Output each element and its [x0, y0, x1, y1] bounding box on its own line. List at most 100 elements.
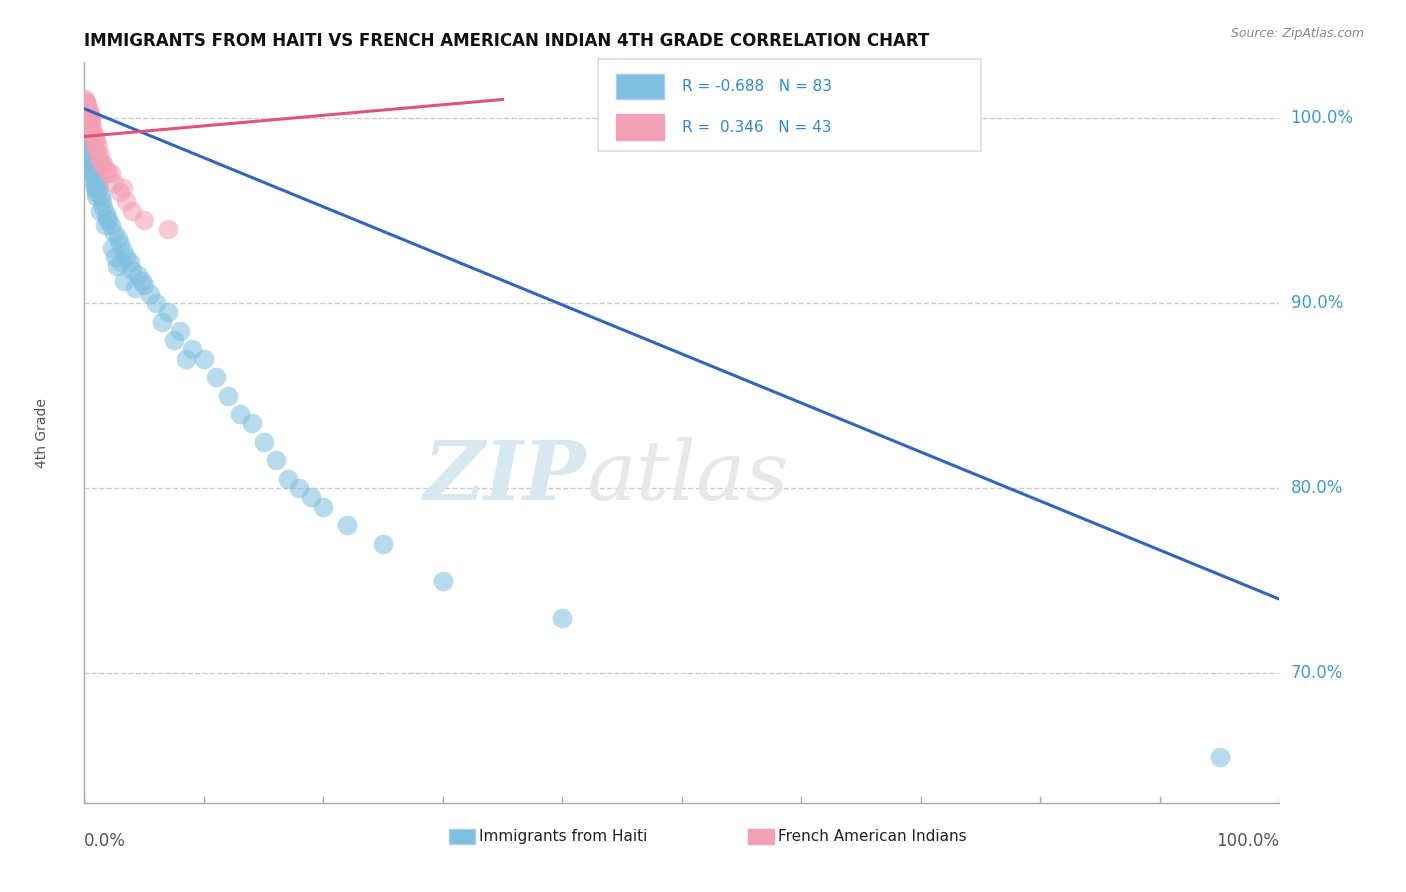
- Point: [139, 286, 162, 301]
- Point: [111, 244, 134, 259]
- Point: [91, 194, 114, 209]
- Point: [77, 133, 100, 147]
- Point: [121, 203, 143, 218]
- Text: atlas: atlas: [586, 437, 789, 517]
- Point: [264, 453, 287, 467]
- Point: [432, 574, 454, 588]
- Point: [76, 100, 98, 114]
- Point: [84, 138, 107, 153]
- Point: [131, 274, 153, 288]
- Point: [82, 174, 104, 188]
- Point: [83, 129, 105, 144]
- Point: [76, 98, 98, 112]
- Point: [373, 536, 395, 550]
- Point: [217, 388, 239, 402]
- Point: [76, 120, 98, 135]
- Point: [79, 152, 101, 166]
- Bar: [616, 114, 664, 140]
- Point: [94, 162, 117, 177]
- Point: [76, 129, 98, 144]
- Point: [82, 162, 104, 177]
- Point: [79, 148, 101, 162]
- Point: [193, 351, 215, 366]
- Point: [103, 176, 125, 190]
- Text: 4th Grade: 4th Grade: [35, 398, 48, 467]
- Point: [121, 262, 143, 277]
- Point: [145, 296, 167, 310]
- Point: [86, 138, 108, 153]
- Point: [229, 407, 252, 421]
- Point: [75, 129, 97, 144]
- Point: [150, 314, 173, 328]
- Point: [76, 133, 98, 147]
- Point: [93, 157, 115, 171]
- Point: [132, 212, 156, 227]
- Bar: [449, 829, 475, 844]
- Point: [100, 219, 122, 233]
- Point: [77, 140, 100, 154]
- Point: [76, 102, 98, 116]
- Point: [83, 133, 105, 147]
- Point: [86, 145, 108, 159]
- Point: [115, 194, 138, 209]
- Point: [76, 102, 98, 116]
- Point: [77, 107, 100, 121]
- Point: [94, 207, 117, 221]
- Point: [75, 119, 97, 133]
- Point: [336, 518, 359, 533]
- Point: [82, 152, 104, 166]
- Point: [75, 96, 97, 111]
- Point: [110, 255, 132, 269]
- Text: 80.0%: 80.0%: [1291, 479, 1343, 497]
- Point: [83, 178, 105, 192]
- Point: [87, 152, 110, 166]
- Point: [157, 305, 180, 319]
- Point: [551, 610, 574, 624]
- Text: R = -0.688   N = 83: R = -0.688 N = 83: [682, 79, 832, 94]
- Point: [118, 255, 141, 269]
- Point: [93, 219, 115, 233]
- Text: ZIP: ZIP: [423, 437, 586, 517]
- Point: [77, 111, 100, 125]
- Text: R =  0.346   N = 43: R = 0.346 N = 43: [682, 120, 831, 135]
- Point: [100, 166, 122, 180]
- Point: [97, 212, 120, 227]
- Point: [79, 120, 101, 135]
- Text: 0.0%: 0.0%: [84, 832, 127, 850]
- Point: [80, 159, 103, 173]
- Point: [90, 188, 112, 202]
- Text: 70.0%: 70.0%: [1291, 665, 1343, 682]
- Point: [73, 114, 96, 128]
- Point: [77, 105, 100, 120]
- Point: [75, 114, 97, 128]
- Text: Source: ZipAtlas.com: Source: ZipAtlas.com: [1230, 27, 1364, 40]
- Point: [79, 111, 101, 125]
- Point: [80, 114, 103, 128]
- Point: [82, 166, 104, 180]
- Point: [181, 343, 204, 357]
- Point: [75, 102, 97, 116]
- Point: [157, 222, 180, 236]
- Point: [82, 120, 104, 135]
- Point: [169, 324, 191, 338]
- Point: [240, 417, 263, 431]
- Point: [205, 370, 228, 384]
- Point: [76, 107, 98, 121]
- Point: [80, 155, 103, 169]
- Point: [83, 157, 105, 171]
- Point: [124, 281, 146, 295]
- Text: French American Indians: French American Indians: [778, 829, 966, 844]
- Point: [87, 181, 110, 195]
- Point: [288, 481, 311, 495]
- Point: [77, 114, 100, 128]
- Point: [127, 268, 149, 283]
- Point: [111, 181, 134, 195]
- Point: [77, 126, 100, 140]
- Point: [82, 129, 104, 144]
- Point: [104, 250, 127, 264]
- Point: [101, 240, 124, 254]
- Point: [93, 200, 115, 214]
- Point: [84, 188, 107, 202]
- Point: [112, 274, 135, 288]
- Point: [84, 185, 107, 199]
